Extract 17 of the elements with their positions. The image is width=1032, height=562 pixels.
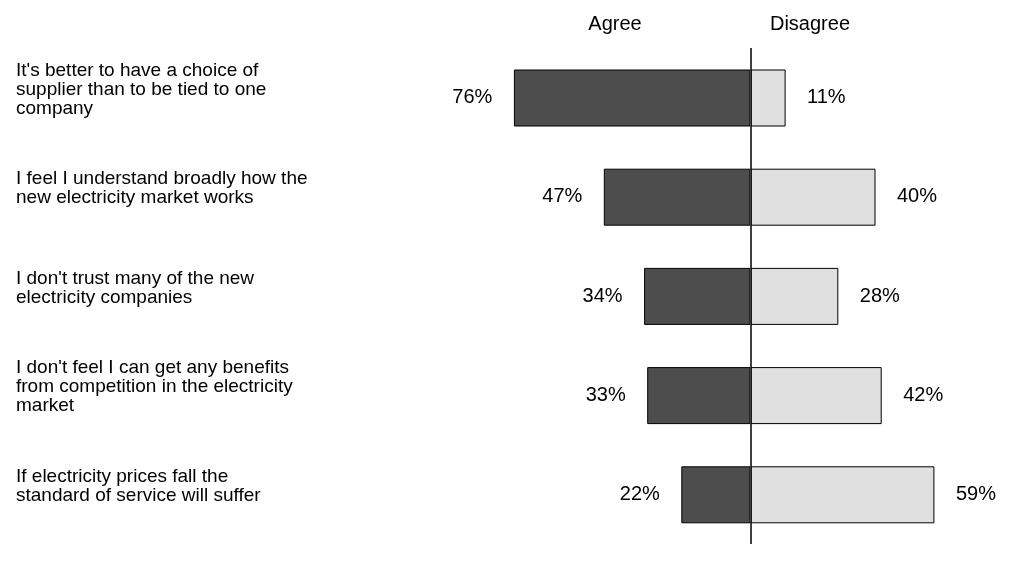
data-label: 33% xyxy=(585,382,626,405)
data-label: 42% xyxy=(903,382,944,405)
data-label: 76% xyxy=(452,85,493,108)
data-label: 40% xyxy=(897,184,938,207)
y-tick-label: It's better to have a choice of supplier than to be tied to one company xyxy=(16,58,267,118)
data-label: 34% xyxy=(582,283,623,306)
y-tick-label: I feel I understand broadly how the new electricity market works xyxy=(16,167,308,208)
y-tick-label: I don't feel I can get any benefits from competition in the electricity market xyxy=(16,356,294,416)
y-tick-label: I don't trust many of the new electricity companies xyxy=(16,266,255,307)
data-label: 22% xyxy=(619,482,661,505)
chart-title: Agree xyxy=(588,12,642,35)
chart-title: Disagree xyxy=(769,12,851,35)
data-label: 28% xyxy=(859,283,901,306)
y-tick-label: If electricity prices fall the standard of service will suffer xyxy=(16,464,262,505)
data-label: 59% xyxy=(955,482,997,505)
data-label: 11% xyxy=(807,85,846,108)
data-label: 47% xyxy=(542,184,583,207)
